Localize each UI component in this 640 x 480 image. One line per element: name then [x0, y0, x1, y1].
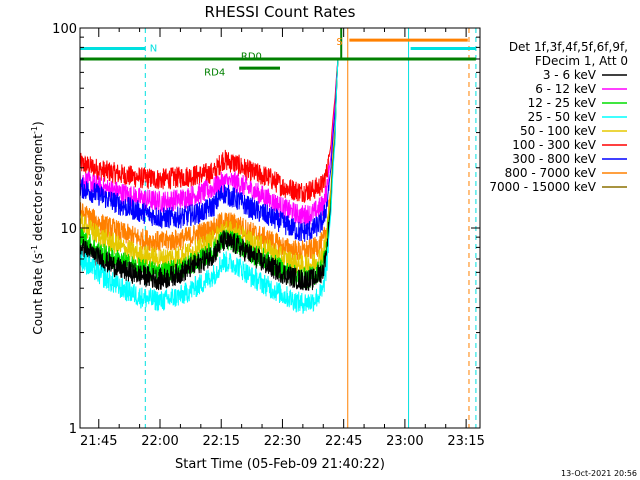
legend-label-6-12: 6 - 12 keV [535, 82, 597, 96]
x-tick-label-7: 23:15 [447, 434, 484, 449]
timestamp: 13-Oct-2021 20:56 [561, 469, 637, 478]
series-100-300-line [79, 58, 339, 204]
series-300-800-line [79, 58, 339, 242]
annotation-rd0: RD0 [241, 52, 262, 63]
legend-label-50-100: 50 - 100 keV [520, 124, 597, 138]
series-3-6-line [79, 58, 339, 291]
series-50-100-line [79, 58, 339, 277]
y-tick-label-2: 10 [60, 222, 77, 237]
annotation-rd4: RD4 [204, 67, 225, 78]
x-tick-label-1: 21:45 [80, 434, 117, 449]
annotation-s: S [336, 37, 342, 48]
y-axis-label-sup2: -1 [30, 126, 39, 134]
x-axis-label: Start Time (05-Feb-09 21:40:22) [175, 457, 385, 472]
y-tick-label-1: 1 [69, 422, 77, 437]
y-axis-label-end: ) [31, 121, 45, 126]
x-tick-label-2: 22:00 [141, 434, 178, 449]
legend-header-line1: Det 1f,3f,4f,5f,6f,9f, [509, 40, 628, 54]
axes: 21:45 22:00 22:15 22:30 22:45 23:00 23:15 1 10 10… [52, 22, 485, 449]
legend-label-800-7000: 800 - 7000 keV [505, 166, 597, 180]
annotation-n: N [150, 43, 157, 54]
legend-label-7000-15000: 7000 - 15000 keV [489, 180, 596, 194]
x-tick-label-5: 22:45 [325, 434, 362, 449]
legend-header-line2: FDecim 1, Att 0 [535, 54, 628, 68]
y-axis-label-sup1: -1 [30, 245, 39, 253]
plot-area: N RD0 RD4 S [79, 28, 477, 428]
y-tick-label-3: 100 [52, 22, 77, 37]
chart-title: RHESSI Count Rates [205, 3, 356, 21]
legend: Det 1f,3f,4f,5f,6f,9f, FDecim 1, Att 0 3… [489, 40, 628, 194]
x-tick-label-4: 22:30 [264, 434, 301, 449]
x-tick-label-6: 23:00 [386, 434, 423, 449]
legend-label-12-25: 12 - 25 keV [528, 96, 597, 110]
y-axis-label-main: Count Rate (s [31, 253, 45, 335]
legend-label-25-50: 25 - 50 keV [528, 110, 597, 124]
legend-label-300-800: 300 - 800 keV [512, 152, 596, 166]
series-800-7000-line [79, 58, 339, 263]
y-axis-label: Count Rate (s-1 detector segment-1) [30, 121, 45, 334]
legend-label-100-300: 100 - 300 keV [512, 138, 596, 152]
x-tick-label-3: 22:15 [202, 434, 239, 449]
series-25-50-line [79, 58, 339, 314]
legend-label-3-6: 3 - 6 keV [543, 68, 597, 82]
y-axis-label-mid: detector segment [31, 134, 45, 245]
